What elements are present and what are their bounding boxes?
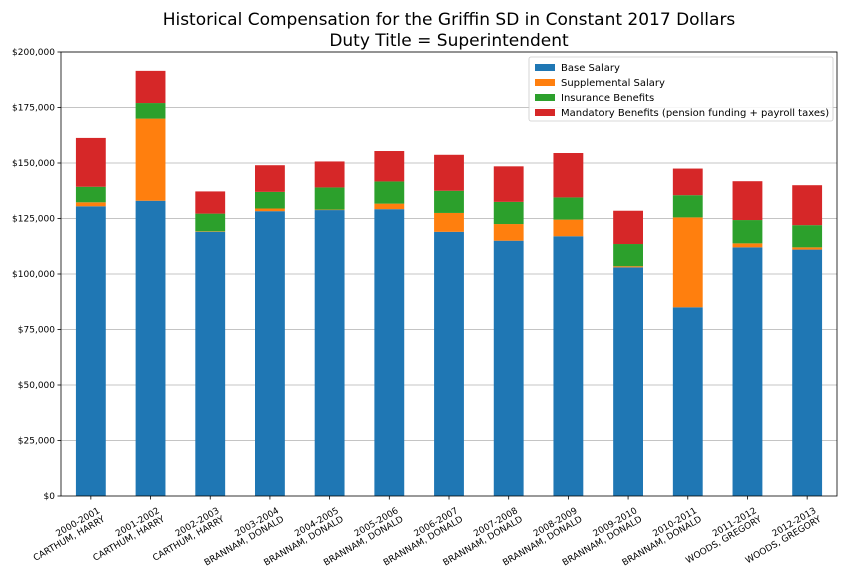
bar-base-salary-2002-2003: [195, 232, 225, 496]
legend-swatch: [535, 64, 555, 71]
bar-insurance-benefits-2002-2003: [195, 214, 225, 232]
y-axis-ticks: $0 $25,000 $50,000 $75,000 $100,000 $125,000 $…: [12, 48, 61, 502]
bar-supplemental-salary-2012-2013: [792, 247, 822, 249]
y-tick-label: $0: [44, 492, 56, 502]
bar-mandatory-benefits-pension-funding-payroll-taxes-2002-2003: [195, 191, 225, 213]
bar-mandatory-benefits-pension-funding-payroll-taxes-2006-2007: [434, 155, 464, 191]
legend-swatch: [535, 109, 555, 116]
bar-mandatory-benefits-pension-funding-payroll-taxes-2012-2013: [792, 185, 822, 225]
bar-base-salary-2008-2009: [553, 236, 583, 496]
y-tick-label: $75,000: [18, 326, 55, 336]
bar-base-salary-2000-2001: [76, 206, 106, 496]
bar-base-salary-2007-2008: [494, 241, 524, 496]
y-tick-label: $50,000: [18, 381, 55, 391]
legend-label: Insurance Benefits: [561, 93, 654, 104]
bar-insurance-benefits-2000-2001: [76, 187, 106, 203]
legend-label: Base Salary: [561, 63, 620, 74]
chart-title-line-2: Duty Title = Superintendent: [329, 31, 569, 51]
bar-supplemental-salary-2010-2011: [673, 217, 703, 307]
bar-insurance-benefits-2010-2011: [673, 195, 703, 217]
bar-insurance-benefits-2012-2013: [792, 225, 822, 247]
bar-mandatory-benefits-pension-funding-payroll-taxes-2011-2012: [733, 181, 763, 220]
bar-supplemental-salary-2000-2001: [76, 202, 106, 206]
bar-base-salary-2006-2007: [434, 232, 464, 496]
bar-supplemental-salary-2008-2009: [553, 220, 583, 237]
bar-insurance-benefits-2006-2007: [434, 191, 464, 213]
bar-mandatory-benefits-pension-funding-payroll-taxes-2008-2009: [553, 153, 583, 197]
bar-insurance-benefits-2011-2012: [733, 220, 763, 243]
bar-insurance-benefits-2009-2010: [613, 244, 643, 266]
bar-mandatory-benefits-pension-funding-payroll-taxes-2004-2005: [315, 161, 345, 187]
bar-base-salary-2003-2004: [255, 211, 285, 496]
legend-swatch: [535, 79, 555, 86]
bar-supplemental-salary-2011-2012: [733, 243, 763, 247]
bar-mandatory-benefits-pension-funding-payroll-taxes-2000-2001: [76, 138, 106, 187]
chart-title: Historical Compensation for the Griffin …: [163, 10, 736, 51]
bar-mandatory-benefits-pension-funding-payroll-taxes-2010-2011: [673, 169, 703, 196]
bar-base-salary-2001-2002: [136, 201, 166, 496]
bar-mandatory-benefits-pension-funding-payroll-taxes-2005-2006: [374, 151, 404, 181]
bar-supplemental-salary-2009-2010: [613, 266, 643, 267]
legend-swatch: [535, 94, 555, 101]
bar-base-salary-2005-2006: [374, 209, 404, 496]
bar-insurance-benefits-2003-2004: [255, 192, 285, 209]
y-tick-label: $200,000: [12, 48, 55, 58]
legend-label: Mandatory Benefits (pension funding + pa…: [561, 108, 829, 119]
y-tick-label: $175,000: [12, 104, 55, 114]
bar-base-salary-2004-2005: [315, 210, 345, 496]
bar-supplemental-salary-2006-2007: [434, 213, 464, 232]
legend-label: Supplemental Salary: [561, 78, 665, 89]
bar-insurance-benefits-2004-2005: [315, 187, 345, 209]
bar-base-salary-2010-2011: [673, 307, 703, 496]
bar-base-salary-2009-2010: [613, 267, 643, 496]
bar-supplemental-salary-2001-2002: [136, 119, 166, 201]
legend: Base Salary Supplemental Salary Insurance …: [529, 57, 833, 121]
bars: [76, 71, 822, 496]
y-tick-label: $150,000: [12, 159, 55, 169]
bar-insurance-benefits-2001-2002: [136, 103, 166, 119]
y-tick-label: $125,000: [12, 215, 55, 225]
bar-mandatory-benefits-pension-funding-payroll-taxes-2001-2002: [136, 71, 166, 103]
bar-supplemental-salary-2007-2008: [494, 224, 524, 241]
bar-mandatory-benefits-pension-funding-payroll-taxes-2007-2008: [494, 166, 524, 202]
bar-supplemental-salary-2003-2004: [255, 209, 285, 212]
bar-insurance-benefits-2008-2009: [553, 197, 583, 219]
bar-mandatory-benefits-pension-funding-payroll-taxes-2009-2010: [613, 211, 643, 244]
bar-insurance-benefits-2005-2006: [374, 181, 404, 203]
bar-mandatory-benefits-pension-funding-payroll-taxes-2003-2004: [255, 165, 285, 192]
bar-supplemental-salary-2005-2006: [374, 204, 404, 210]
chart-title-line-1: Historical Compensation for the Griffin …: [163, 10, 736, 30]
bar-base-salary-2011-2012: [733, 247, 763, 496]
y-tick-label: $25,000: [18, 437, 55, 447]
bar-base-salary-2012-2013: [792, 250, 822, 496]
y-tick-label: $100,000: [12, 270, 55, 280]
bar-insurance-benefits-2007-2008: [494, 202, 524, 224]
